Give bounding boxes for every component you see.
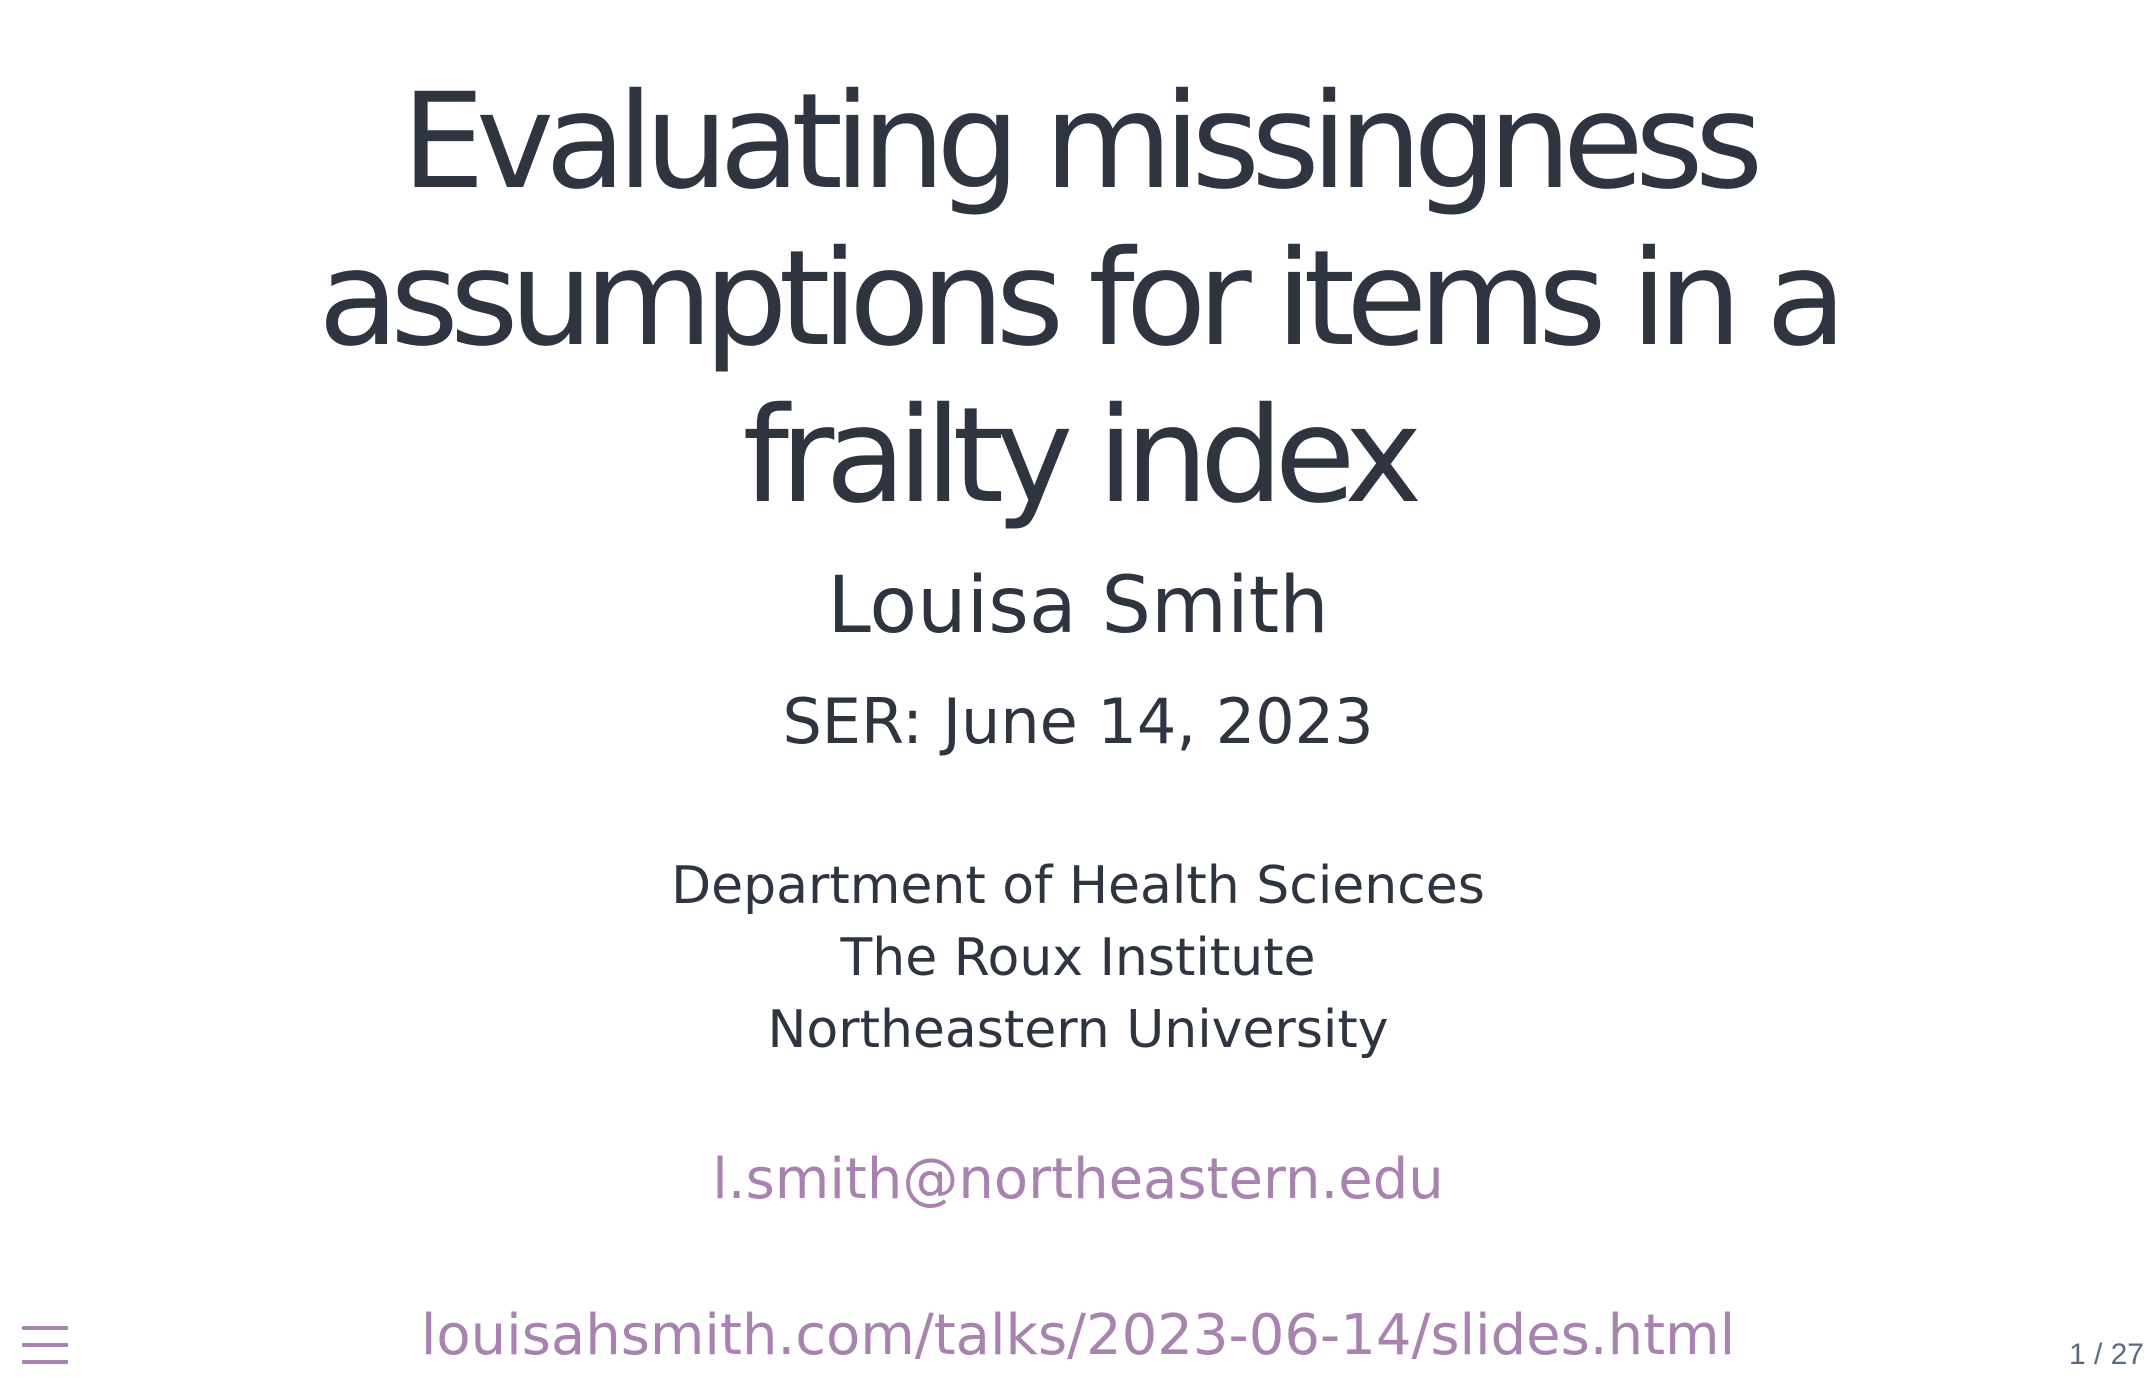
menu-line [22,1360,68,1364]
slide-number: 1 / 27 [2068,1338,2144,1371]
author-name: Louisa Smith [827,561,1329,651]
email-link[interactable]: l.smith@northeastern.edu [712,1147,1444,1212]
affiliation-university: Northeastern University [767,1000,1389,1060]
affiliation-institute: The Roux Institute [840,928,1316,988]
affiliation-department: Department of Health Sciences [671,856,1485,916]
menu-line [22,1343,68,1347]
slide-title: Evaluating missingness assumptions for i… [318,65,1847,533]
affiliation: Department of Health Sciences The Roux I… [0,850,2156,1066]
menu-line [22,1326,68,1330]
event-date: SER: June 14, 2023 [782,685,1374,758]
hamburger-menu-icon[interactable] [18,1322,72,1368]
slides-url-link[interactable]: louisahsmith.com/talks/2023-06-14/slides… [420,1303,1736,1368]
